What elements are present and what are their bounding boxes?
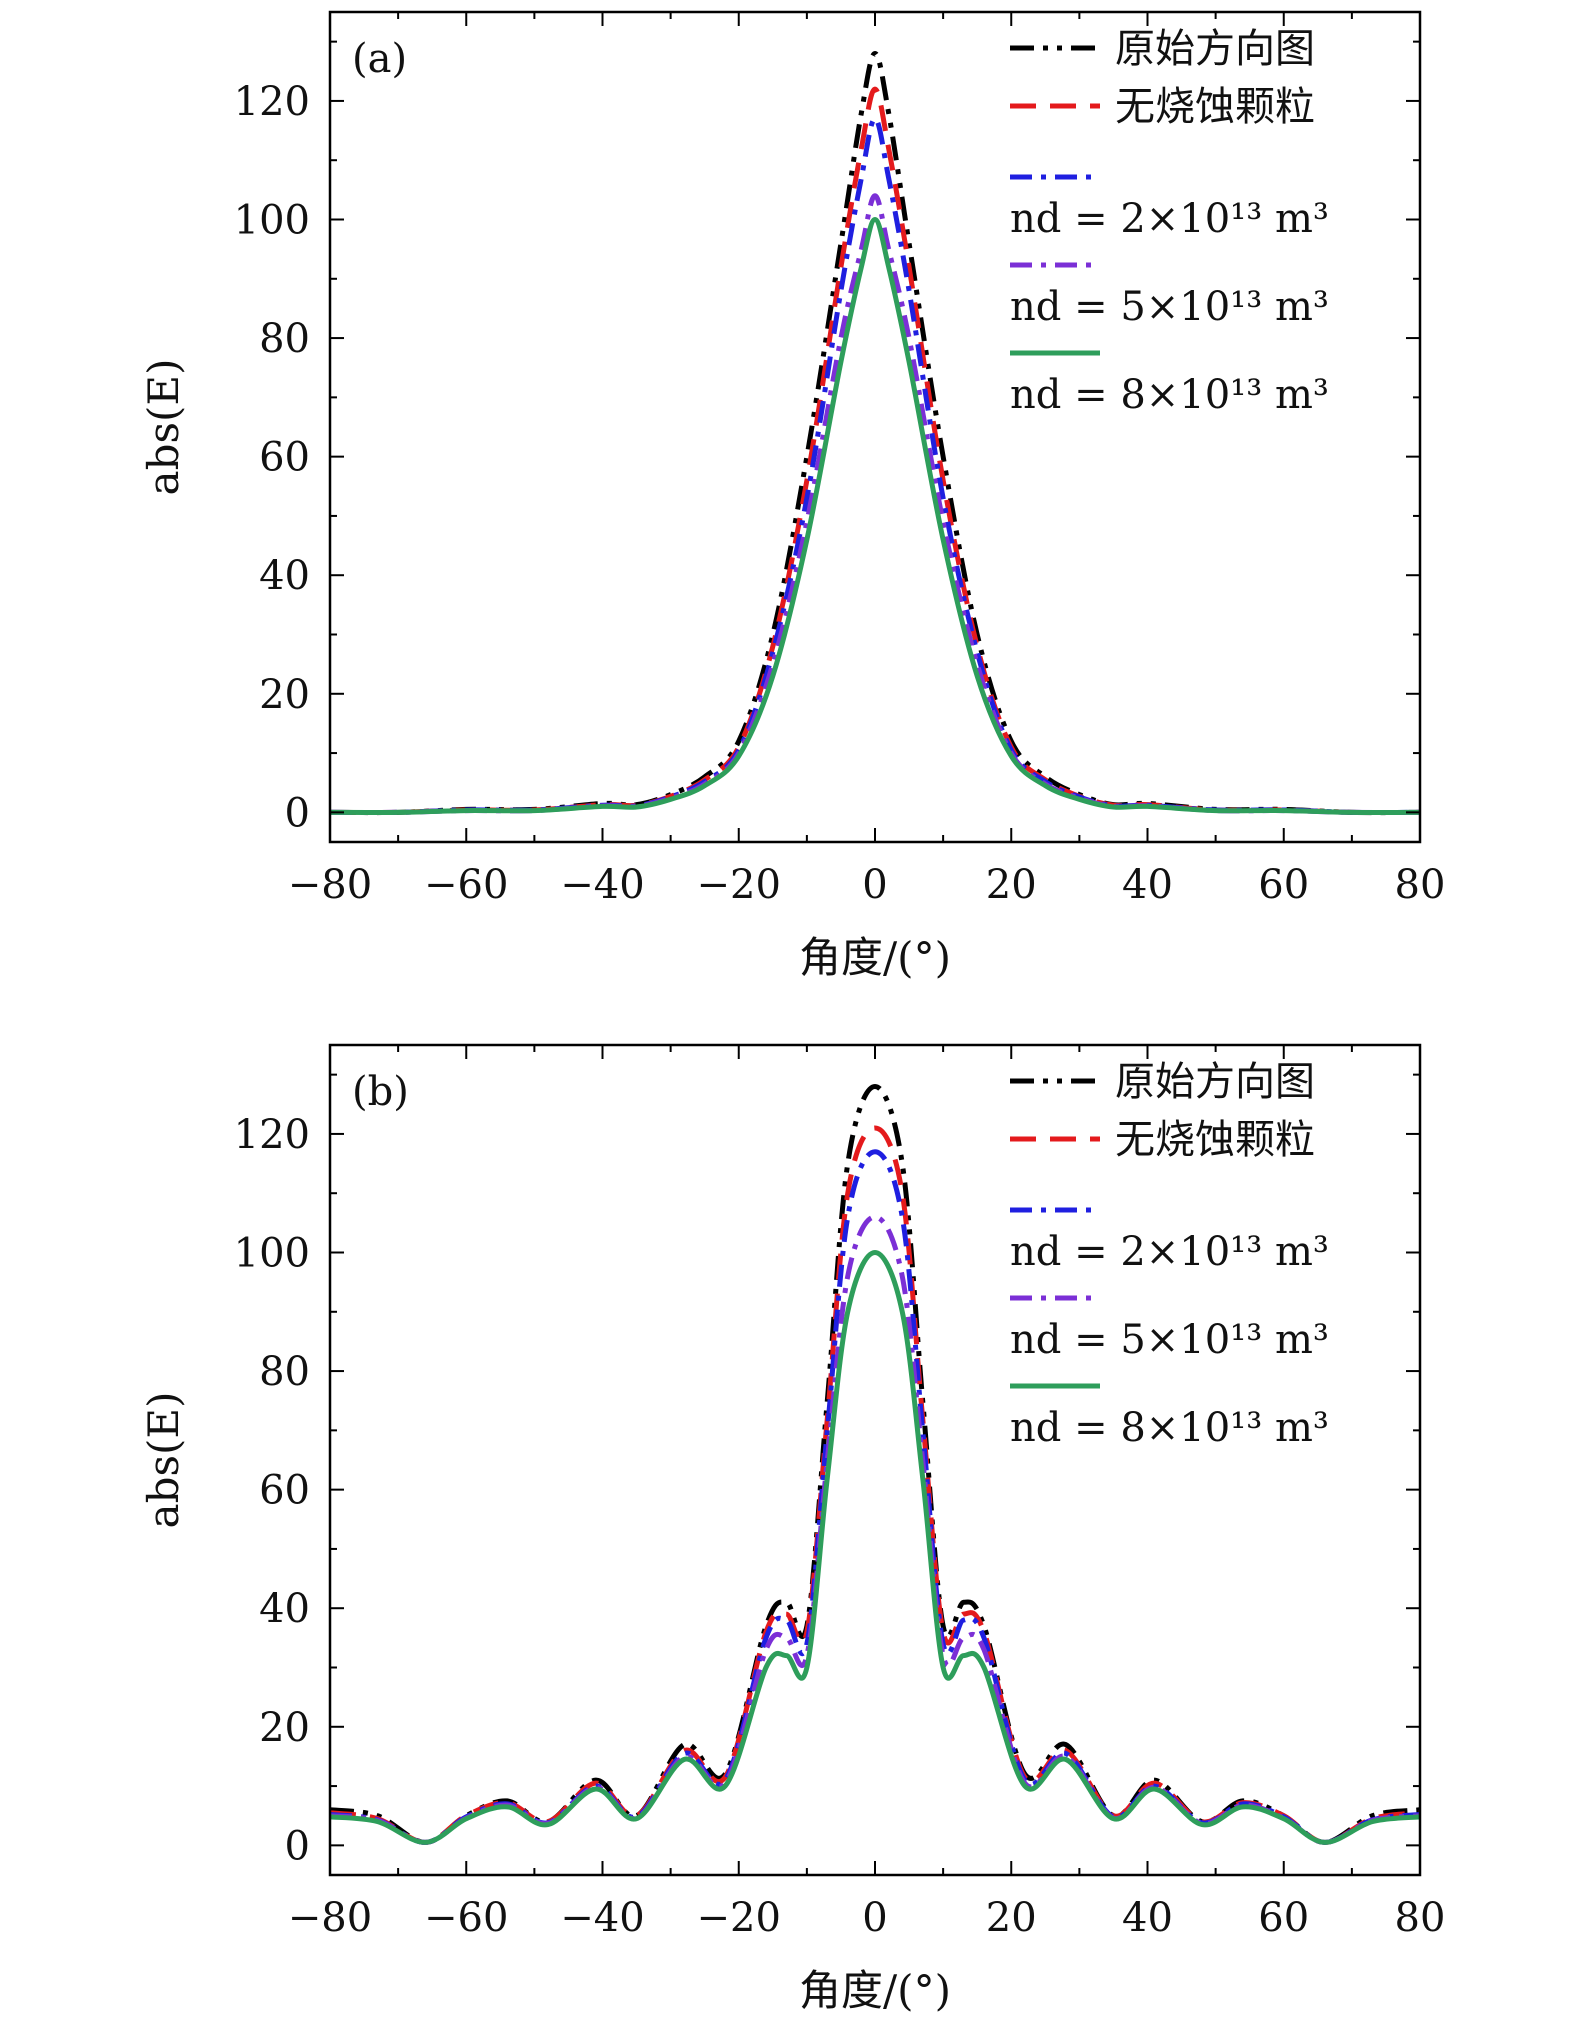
legend-label-4: nd = 5×10¹³ m³ [1010,1317,1329,1363]
x-tick-label: −80 [288,862,372,908]
series-line-1 [330,51,1420,816]
panel-label: (a) [352,36,407,82]
y-tick-label: 80 [259,1349,310,1395]
y-tick-label: 100 [234,1231,310,1277]
legend-label-3: nd = 2×10¹³ m³ [1010,1229,1329,1275]
y-tick-label: 40 [259,1586,310,1632]
x-tick-label: 60 [1258,862,1309,908]
y-tick-label: 120 [234,1112,310,1158]
legend-label-2: 无烧蚀颗粒 [1115,1117,1315,1163]
y-tick-label: 0 [285,1823,310,1869]
x-axis-label: 角度/(°) [799,933,951,982]
x-axis-label: 角度/(°) [799,1966,951,2015]
series-group [330,51,1420,816]
x-tick-label: 60 [1258,1895,1309,1941]
y-tick-label: 120 [234,79,310,125]
legend-label-1: 原始方向图 [1115,1059,1315,1105]
x-tick-label: 0 [862,862,887,908]
legend-label-3: nd = 2×10¹³ m³ [1010,196,1329,242]
x-tick-label: 40 [1122,862,1173,908]
x-tick-label: −60 [424,1895,508,1941]
x-tick-label: −20 [697,1895,781,1941]
y-tick-label: 60 [259,1468,310,1514]
plot-frame [328,10,1422,844]
legend-label-5: nd = 8×10¹³ m³ [1010,1405,1329,1451]
x-tick-label: −60 [424,862,508,908]
plot-frame [328,1043,1422,1877]
y-tick-label: 100 [234,198,310,244]
legend-label-2: 无烧蚀颗粒 [1115,84,1315,130]
x-tick-label: −40 [560,1895,644,1941]
chart-panel-2: −80 −60 −40 −20 0 20 40 60 80 0 20 40 60 80 100 120 角度/(… [139,1043,1446,2015]
series-line-4 [330,193,1420,815]
x-tick-label: 80 [1395,1895,1446,1941]
y-axis-label: abs(E) [139,1392,188,1529]
y-tick-label: 60 [259,435,310,481]
series-line-2 [330,1125,1420,1845]
x-tick-label: −20 [697,862,781,908]
panel-label: (b) [352,1069,409,1115]
y-tick-label: 20 [259,1705,310,1751]
x-tick-label: −40 [560,862,644,908]
legend-label-1: 原始方向图 [1115,26,1315,72]
series-line-5 [330,1250,1420,1845]
x-tick-label: 40 [1122,1895,1173,1941]
x-tick-label: 20 [986,1895,1037,1941]
series-line-5 [330,217,1420,815]
y-tick-label: 20 [259,672,310,718]
legend-label-5: nd = 8×10¹³ m³ [1010,372,1329,418]
y-axis-label: abs(E) [139,359,188,496]
y-tick-label: 40 [259,553,310,599]
x-tick-label: −80 [288,1895,372,1941]
series-line-3 [330,1149,1420,1845]
series-line-1 [330,1084,1420,1845]
series-group [330,1084,1420,1845]
y-tick-label: 0 [285,790,310,836]
y-tick-label: 80 [259,316,310,362]
series-line-4 [330,1214,1420,1845]
legend-label-4: nd = 5×10¹³ m³ [1010,284,1329,330]
chart-panel-1: −80 −60 −40 −20 0 20 40 60 80 0 20 40 60 80 100 120 角度/(… [139,10,1446,982]
x-tick-label: 20 [986,862,1037,908]
x-tick-label: 80 [1395,862,1446,908]
x-tick-label: 0 [862,1895,887,1941]
